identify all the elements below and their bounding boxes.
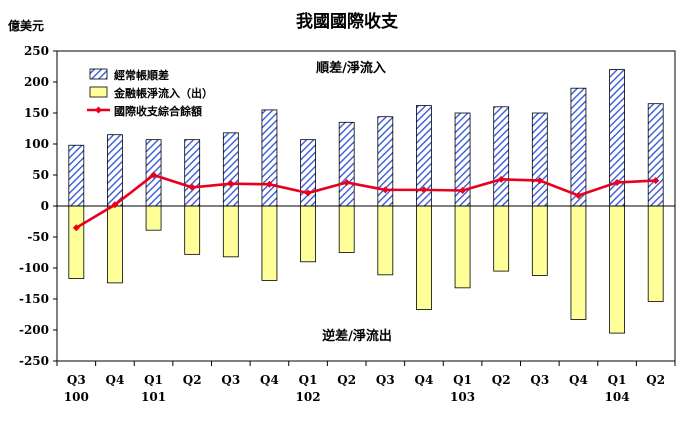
legend-marker [95, 106, 102, 114]
x-year-label: 104 [605, 390, 630, 404]
financial-account-bar [184, 205, 201, 255]
financial-account-bar [145, 205, 162, 231]
y-tick-label: -150 [19, 292, 49, 306]
x-year-label: 103 [450, 390, 475, 404]
financial-account-bar [261, 205, 278, 281]
financial-account-bar [300, 205, 316, 263]
overall-balance-point [150, 171, 158, 179]
financial-account-bar [107, 205, 123, 284]
x-category-label: Q4 [260, 373, 279, 387]
current-account-bar [493, 106, 510, 207]
y-tick-label: 150 [24, 106, 49, 120]
x-category-label: Q4 [415, 373, 434, 387]
legend-label: 國際收支綜合餘額 [114, 104, 202, 118]
current-account-bar [261, 109, 278, 207]
legend-label: 經常帳順差 [114, 68, 169, 82]
legend-swatch [89, 68, 108, 80]
current-account-bar [184, 139, 201, 207]
x-category-label: Q1 [453, 373, 472, 387]
overall-balance-point [304, 189, 312, 197]
current-account-bar [647, 103, 664, 207]
overall-balance-point [536, 177, 544, 185]
y-tick-label: 200 [24, 75, 49, 89]
x-category-label: Q4 [569, 373, 588, 387]
financial-account-bar [377, 205, 394, 276]
overall-balance-point [111, 201, 119, 209]
overall-balance-point [652, 177, 660, 185]
overall-balance-point [574, 191, 582, 199]
x-category-label: Q1 [299, 373, 318, 387]
x-category-label: Q1 [608, 373, 627, 387]
current-account-bar [107, 134, 123, 207]
overall-balance-point [420, 186, 428, 194]
y-tick-label: -200 [19, 323, 49, 337]
overall-balance-point [343, 178, 351, 186]
y-tick-label: -100 [19, 261, 49, 275]
current-account-bar [531, 112, 548, 207]
overall-balance-point [613, 178, 621, 186]
overall-balance-line [75, 173, 656, 229]
overall-balance-point [381, 186, 389, 194]
current-account-bar [338, 121, 355, 207]
financial-account-bar [338, 205, 355, 253]
current-account-bar [222, 132, 239, 207]
x-year-label: 101 [141, 390, 166, 404]
financial-account-bar [454, 205, 471, 289]
financial-account-bar [609, 205, 625, 334]
surplus-annotation: 順差/淨流入 [316, 60, 386, 76]
financial-account-bar [416, 205, 432, 310]
current-account-bar [68, 144, 85, 207]
x-category-label: Q2 [646, 373, 665, 387]
y-tick-label: 50 [32, 168, 49, 182]
x-category-label: Q2 [337, 373, 356, 387]
y-tick-label: -250 [19, 354, 49, 368]
overall-balance-point [72, 224, 80, 232]
x-year-label: 100 [64, 390, 89, 404]
x-category-label: Q3 [67, 373, 86, 387]
x-category-label: Q3 [221, 373, 240, 387]
deficit-annotation: 逆差/淨流出 [322, 328, 392, 344]
chart-title: 我國國際收支 [296, 11, 399, 32]
x-category-label: Q2 [183, 373, 202, 387]
legend-swatch [89, 86, 108, 98]
overall-balance-point [497, 175, 505, 183]
y-tick-label: 100 [24, 137, 49, 151]
financial-account-bar [570, 205, 587, 320]
y-tick-label: 250 [24, 44, 49, 58]
overall-balance-point [265, 180, 273, 188]
legend-label: 金融帳淨流入（出） [113, 86, 213, 100]
current-account-bar [570, 87, 587, 207]
financial-account-bar [531, 205, 548, 276]
overall-balance-point [459, 187, 467, 194]
x-category-label: Q3 [530, 373, 549, 387]
unit-label: 億美元 [8, 18, 44, 33]
financial-account-bar [493, 205, 510, 272]
x-category-label: Q3 [376, 373, 395, 387]
financial-account-bar [68, 205, 85, 279]
financial-account-bar [222, 205, 239, 258]
x-year-label: 102 [296, 390, 321, 404]
financial-account-bar [647, 205, 664, 302]
overall-balance-point [227, 180, 235, 188]
y-tick-label: -50 [27, 230, 49, 244]
x-category-label: Q2 [492, 373, 511, 387]
x-category-label: Q1 [144, 373, 163, 387]
x-category-label: Q4 [106, 373, 125, 387]
overall-balance-point [188, 183, 196, 191]
y-tick-label: 0 [41, 199, 49, 213]
